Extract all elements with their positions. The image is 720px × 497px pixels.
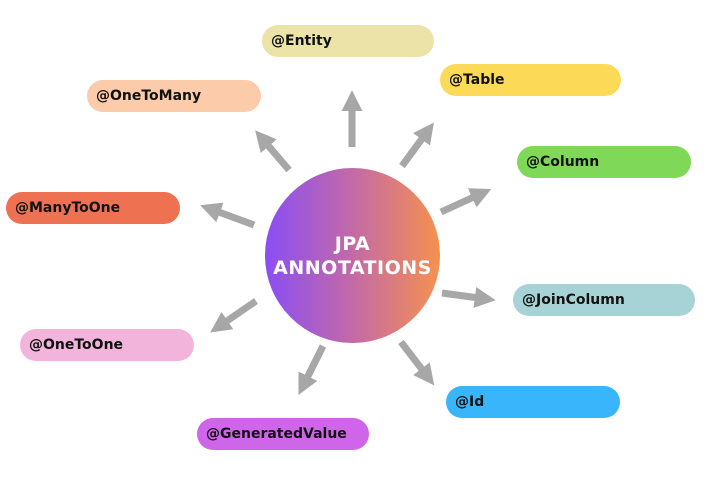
annotation-label: @Id: [455, 394, 485, 410]
arrow-to-joincolumn: [441, 287, 496, 308]
center-circle: JPA ANNOTATIONS: [265, 168, 440, 343]
arrow-to-column: [439, 188, 492, 216]
annotation-label: @GeneratedValue: [206, 426, 347, 442]
arrow-to-onetomany: [255, 130, 292, 173]
annotation-label: @Table: [449, 72, 505, 88]
annotation-label: @ManyToOne: [15, 200, 121, 216]
annotation-label: @Column: [526, 154, 600, 170]
annotation-label: @Entity: [271, 33, 332, 49]
arrow-to-generatedvalue: [298, 344, 327, 396]
arrow-to-onetoone: [210, 298, 258, 333]
center-title-line1: JPA: [334, 232, 371, 255]
center-title: JPA ANNOTATIONS: [273, 232, 432, 280]
annotation-label: @OneToMany: [96, 88, 202, 104]
center-title-line2: ANNOTATIONS: [273, 256, 432, 279]
annotation-label: @JoinColumn: [522, 292, 625, 308]
annotation-column: @Column: [517, 146, 691, 178]
arrow-to-table: [399, 122, 434, 169]
annotation-label: @OneToOne: [29, 337, 124, 353]
annotation-onetomany: @OneToMany: [87, 80, 261, 112]
annotation-joincolumn: @JoinColumn: [513, 284, 695, 316]
annotation-generatedvalue: @GeneratedValue: [197, 418, 369, 450]
arrow-to-manytoone: [200, 202, 256, 229]
annotation-onetoone: @OneToOne: [20, 329, 194, 361]
annotation-entity: @Entity: [262, 25, 434, 57]
arrow-to-id: [398, 339, 435, 386]
annotation-manytoone: @ManyToOne: [6, 192, 180, 224]
annotation-table: @Table: [440, 64, 621, 96]
annotation-id: @Id: [446, 386, 620, 418]
